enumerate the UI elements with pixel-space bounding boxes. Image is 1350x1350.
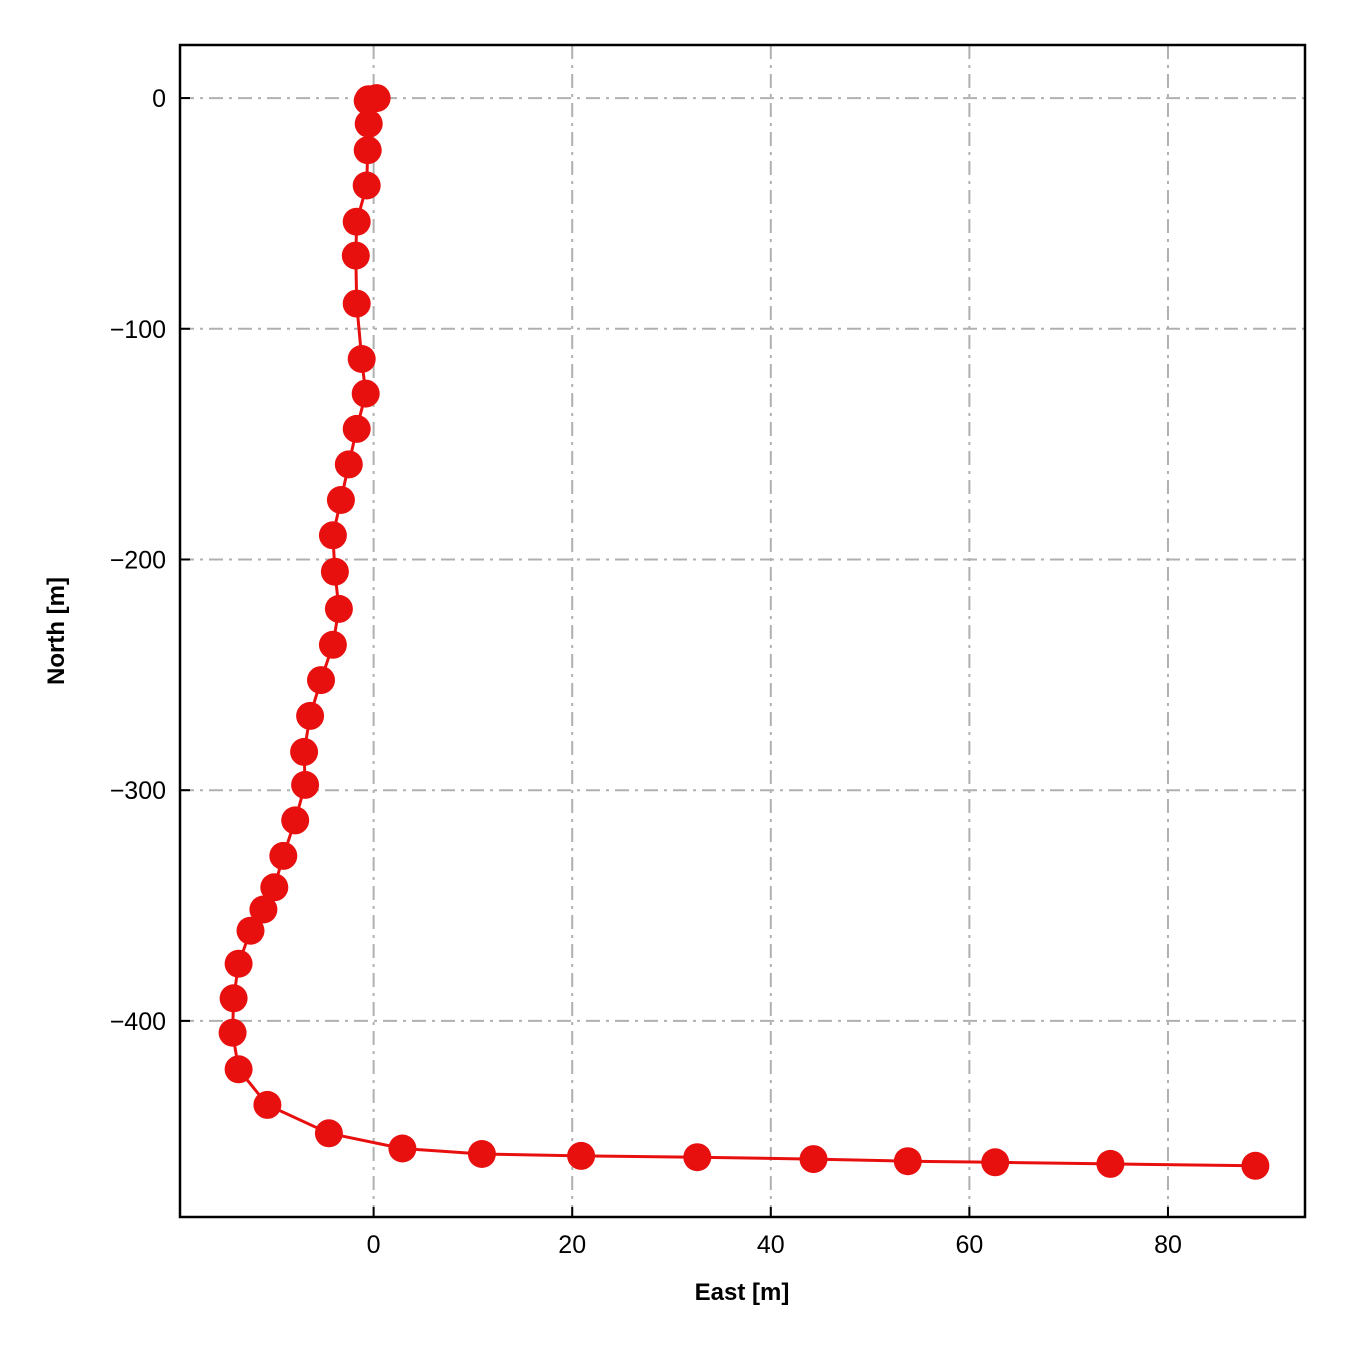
data-point bbox=[351, 379, 380, 408]
data-point bbox=[224, 949, 253, 978]
data-point bbox=[683, 1143, 712, 1172]
data-point bbox=[467, 1140, 496, 1168]
data-point bbox=[260, 873, 289, 902]
data-point bbox=[342, 414, 371, 443]
data-point bbox=[307, 666, 335, 695]
plot-frame bbox=[178, 43, 1307, 1219]
data-point bbox=[318, 630, 347, 659]
y-tick-label: −400 bbox=[110, 1008, 166, 1036]
x-tick-label: 40 bbox=[757, 1231, 785, 1259]
data-point bbox=[354, 109, 383, 138]
data-point bbox=[342, 289, 371, 318]
data-point bbox=[342, 207, 371, 236]
y-tick-label: 0 bbox=[152, 85, 166, 113]
data-point bbox=[318, 521, 347, 550]
data-point bbox=[799, 1145, 828, 1174]
data-point bbox=[290, 737, 319, 766]
data-point bbox=[341, 241, 370, 270]
data-point bbox=[281, 806, 310, 835]
y-tick-label: −200 bbox=[110, 546, 166, 574]
x-tick-label: 20 bbox=[558, 1231, 586, 1259]
data-point bbox=[1096, 1149, 1125, 1178]
data-point bbox=[353, 136, 382, 165]
data-point bbox=[567, 1141, 596, 1170]
x-axis-label: East [m] bbox=[695, 1279, 790, 1306]
x-tick-label: 60 bbox=[955, 1231, 983, 1259]
data-point bbox=[236, 916, 265, 945]
data-point bbox=[388, 1134, 417, 1163]
data-point bbox=[1241, 1151, 1270, 1180]
data-point bbox=[224, 1055, 253, 1084]
data-point bbox=[326, 486, 355, 514]
data-point bbox=[320, 557, 349, 586]
grid bbox=[180, 45, 1305, 1217]
data-point bbox=[981, 1148, 1010, 1177]
data-point bbox=[353, 86, 382, 115]
data-point bbox=[352, 171, 381, 200]
y-tick-label: −100 bbox=[110, 316, 166, 344]
data-point bbox=[219, 984, 248, 1013]
data-point bbox=[218, 1018, 247, 1047]
series-points-layer bbox=[218, 84, 1270, 1180]
y-tick-label: −300 bbox=[110, 777, 166, 805]
data-point bbox=[269, 841, 298, 870]
data-point bbox=[249, 895, 278, 924]
y-axis-label: North [m] bbox=[43, 577, 70, 685]
data-point bbox=[893, 1147, 922, 1176]
data-point bbox=[347, 345, 376, 373]
data-point bbox=[314, 1119, 343, 1148]
data-point bbox=[291, 770, 320, 799]
data-point bbox=[296, 701, 325, 730]
data-point bbox=[334, 450, 363, 479]
axis-ticks: 0 20 40 60 80 0 −100 −200 −300 −400 bbox=[110, 85, 1182, 1259]
data-point bbox=[253, 1090, 282, 1119]
x-tick-label: 0 bbox=[367, 1231, 381, 1259]
x-tick-label: 80 bbox=[1154, 1231, 1182, 1259]
data-point bbox=[324, 594, 353, 623]
